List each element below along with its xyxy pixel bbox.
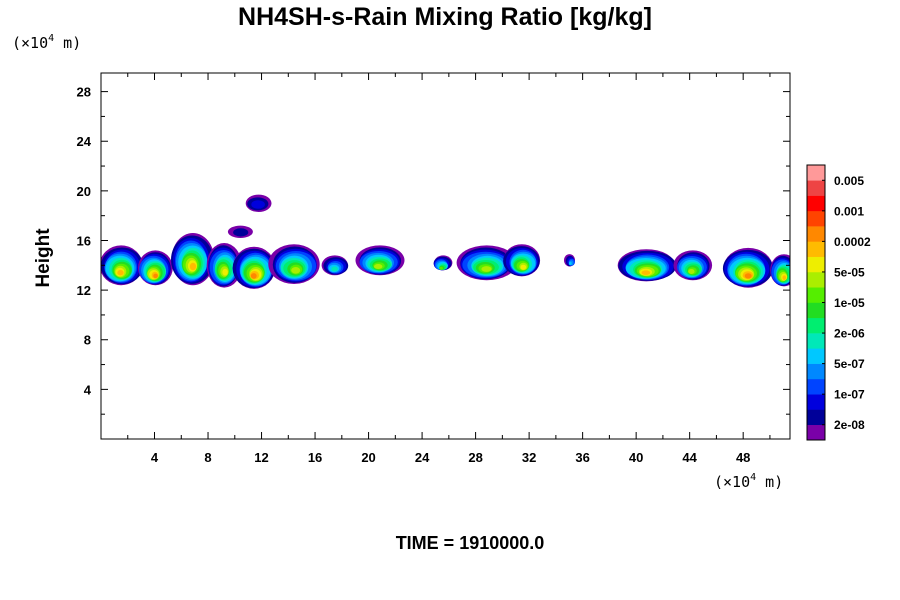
y-axis-unit: (×104 m)	[12, 33, 81, 52]
contour-level	[291, 267, 301, 274]
contour-level	[233, 228, 249, 237]
x-axis-unit: (×104 m)	[714, 472, 783, 491]
x-tick-label: 36	[575, 450, 589, 465]
colorbar-label: 5e-05	[834, 265, 865, 279]
colorbar-label: 2e-08	[834, 418, 865, 432]
colorbar-swatch	[807, 394, 825, 410]
contour-level	[222, 268, 228, 276]
contour-level	[153, 273, 158, 279]
contour-level	[331, 266, 338, 272]
cloud-cell	[245, 194, 272, 212]
y-tick-label: 8	[84, 333, 91, 348]
colorbar-label: 2e-06	[834, 327, 865, 341]
x-unit-exp: 4	[750, 472, 756, 483]
contour-level	[189, 262, 197, 271]
colorbar-swatch	[807, 210, 825, 227]
x-tick-label: 8	[204, 450, 211, 465]
cloud-cell	[232, 246, 276, 289]
colorbar-swatch	[807, 363, 825, 380]
y-unit-prefix: (×10	[12, 34, 48, 52]
mixing-ratio-field	[101, 194, 790, 289]
x-tick-label: 44	[682, 450, 697, 465]
cloud-cell	[673, 250, 713, 281]
contour-level	[251, 200, 265, 209]
colorbar-label: 0.001	[834, 204, 864, 218]
colorbar-swatch	[807, 378, 825, 395]
colorbar-swatch	[807, 302, 825, 319]
colorbar-swatch	[807, 271, 825, 288]
colorbar-swatch	[807, 241, 825, 257]
cloud-cell	[503, 244, 541, 277]
colorbar-label: 5e-07	[834, 357, 865, 371]
cloud-cell	[321, 255, 349, 276]
x-tick-label: 40	[629, 450, 643, 465]
colorbar-swatch	[807, 287, 825, 303]
cloud-cell	[564, 254, 575, 267]
cloud-cell	[722, 247, 773, 288]
colorbar-swatch	[807, 409, 825, 426]
cloud-cell	[227, 225, 253, 238]
colorbar-label: 1e-07	[834, 388, 865, 402]
colorbar-label: 0.005	[834, 174, 864, 188]
contour-level	[250, 273, 257, 279]
cloud-cell	[268, 244, 320, 284]
colorbar: 2e-08 1e-07 5e-07 2e-06 1e-05 5e-05 0.0002 0.00…	[806, 164, 871, 441]
x-unit-prefix: (×10	[714, 473, 750, 491]
cloud-cell	[355, 245, 405, 276]
colorbar-swatch	[807, 195, 825, 212]
cloud-cell	[138, 250, 173, 286]
cloud-cell	[433, 255, 453, 271]
x-tick-label: 28	[468, 450, 482, 465]
colorbar-swatch	[807, 333, 825, 349]
y-tick-label: 12	[77, 283, 91, 298]
contour-level	[688, 269, 695, 274]
y-unit-suffix: m)	[54, 34, 81, 52]
x-tick-label: 24	[415, 450, 430, 465]
colorbar-swatch	[807, 348, 825, 364]
x-tick-label: 20	[361, 450, 375, 465]
cloud-cell	[101, 245, 144, 286]
x-tick-label: 4	[151, 450, 159, 465]
colorbar-swatch	[807, 180, 825, 196]
colorbar-label: 1e-05	[834, 296, 865, 310]
contour-level	[374, 264, 383, 269]
y-axis-label: Height	[33, 228, 54, 288]
x-unit-suffix: m)	[756, 473, 783, 491]
colorbar-swatch	[807, 165, 825, 181]
cloud-cell	[206, 242, 242, 288]
y-tick-label: 20	[77, 184, 91, 199]
cloud-cell	[456, 245, 517, 281]
colorbar-swatch	[807, 226, 825, 242]
cloud-cell	[770, 254, 790, 287]
x-tick-label: 32	[522, 450, 536, 465]
cloud-cell	[171, 233, 215, 286]
contour-level	[117, 269, 124, 276]
x-tick-label: 12	[254, 450, 268, 465]
x-tick-label: 48	[736, 450, 750, 465]
contour-level	[568, 261, 572, 266]
x-tick-label: 16	[308, 450, 322, 465]
y-tick-label: 4	[84, 382, 92, 397]
cloud-cell	[617, 249, 677, 282]
colorbar-swatch	[807, 317, 825, 334]
y-unit-exp: 4	[48, 33, 54, 44]
colorbar-swatch	[807, 256, 825, 273]
contour-level	[641, 270, 651, 276]
chart-title: NH4SH-s-Rain Mixing Ratio [kg/kg]	[238, 3, 652, 31]
contour-level	[744, 273, 752, 279]
time-label: TIME = 1910000.0	[396, 533, 545, 553]
contour-level	[481, 266, 492, 272]
contour-level	[520, 264, 527, 270]
y-tick-label: 16	[77, 233, 91, 248]
y-tick-label: 24	[77, 134, 92, 149]
contour-level	[439, 267, 443, 270]
plot-frame	[100, 72, 791, 440]
colorbar-swatch	[807, 424, 825, 441]
contour-level	[782, 275, 787, 281]
colorbar-label: 0.0002	[834, 235, 871, 249]
y-tick-label: 28	[77, 85, 91, 100]
